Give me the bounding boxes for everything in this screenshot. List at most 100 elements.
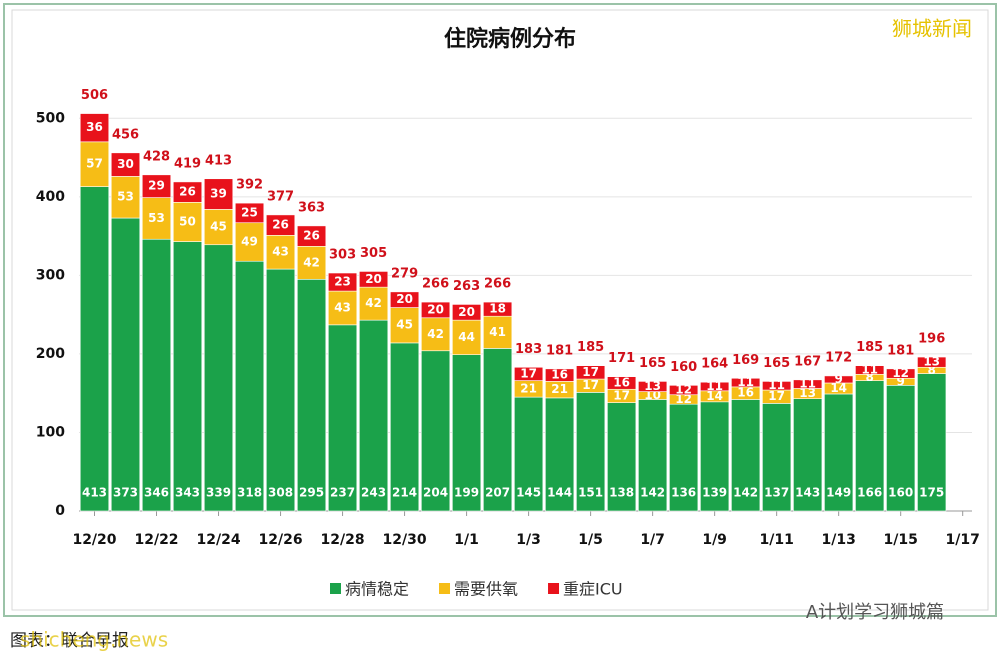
bar-segment (141, 238, 172, 512)
value-label: 207 (485, 486, 510, 500)
value-label: 339 (206, 486, 231, 500)
bar-segment (203, 178, 234, 210)
bar-segment (421, 350, 451, 512)
bar-segment (296, 278, 327, 512)
value-label: 36 (86, 120, 103, 134)
bar-segment (265, 214, 296, 236)
value-label: 18 (489, 302, 506, 316)
value-label: 41 (489, 325, 506, 339)
bar-segment (421, 301, 451, 319)
bar-segment (762, 381, 792, 391)
bar-segment (265, 268, 296, 512)
value-label: 16 (551, 368, 568, 382)
value-label: 142 (640, 486, 665, 500)
bar-segment (359, 271, 389, 288)
value-label: 175 (919, 486, 944, 500)
x-tick-label: 12/20 (72, 532, 116, 548)
legend-swatch (439, 583, 451, 594)
bar-segment (669, 403, 699, 512)
bar-segment (731, 377, 761, 388)
value-label: 12 (675, 383, 692, 397)
bar-segment (141, 174, 172, 198)
bar-segment (483, 301, 513, 317)
value-label: 243 (361, 486, 386, 500)
chart-title: 住院病例分布 (444, 26, 576, 52)
total-label: 428 (143, 149, 170, 164)
value-label: 17 (582, 365, 599, 379)
total-label: 183 (515, 342, 542, 357)
value-label: 20 (396, 292, 413, 306)
bar-segment (793, 379, 823, 389)
bar-segment (514, 366, 544, 381)
bar-segment (359, 286, 389, 321)
x-tick-label: 1/13 (821, 532, 855, 548)
value-label: 13 (644, 379, 661, 393)
value-label: 137 (764, 486, 789, 500)
bar-segment (172, 181, 203, 203)
bar-segment (110, 176, 141, 219)
bar-segment (79, 186, 110, 512)
bar-segment (203, 244, 234, 512)
value-label: 49 (241, 234, 258, 248)
bar-segment (917, 373, 947, 512)
value-label: 413 (82, 486, 107, 500)
value-label: 8 (928, 363, 936, 377)
legend-swatch (548, 583, 560, 594)
bar-segment (172, 241, 203, 512)
total-label: 377 (267, 189, 294, 204)
bar-segment (545, 397, 575, 512)
total-label: 185 (856, 340, 883, 355)
bar-segment (700, 381, 730, 392)
value-label: 145 (516, 486, 541, 500)
value-label: 43 (334, 300, 351, 314)
value-label: 42 (427, 327, 444, 341)
x-tick-label: 12/26 (259, 532, 303, 548)
value-label: 26 (179, 185, 196, 199)
bar-segment (576, 392, 606, 512)
bar-segment (234, 260, 265, 512)
bar-segment (886, 385, 916, 512)
value-label: 21 (520, 381, 537, 395)
y-tick-label: 500 (36, 110, 65, 126)
total-label: 160 (670, 360, 697, 375)
value-label: 144 (547, 486, 572, 500)
bar-segment (576, 365, 606, 380)
value-label: 17 (520, 366, 537, 380)
value-label: 136 (671, 486, 696, 500)
value-label: 26 (272, 218, 289, 232)
value-label: 12 (675, 392, 692, 406)
x-tick-label: 12/24 (196, 532, 240, 548)
bar-segment (483, 348, 513, 512)
total-label: 279 (391, 266, 418, 281)
footer-right: A计划学习狮城篇 (806, 602, 944, 623)
value-label: 43 (272, 245, 289, 259)
legend-label: 重症ICU (563, 580, 623, 599)
bar-segment (265, 235, 296, 270)
total-label: 305 (360, 246, 387, 261)
total-label: 169 (732, 353, 759, 368)
frame (3, 3, 997, 617)
value-label: 57 (86, 157, 103, 171)
value-label: 237 (330, 486, 355, 500)
value-label: 139 (702, 486, 727, 500)
bar-segment (793, 398, 823, 512)
value-label: 25 (241, 205, 258, 219)
value-label: 11 (799, 377, 816, 391)
value-label: 346 (144, 486, 169, 500)
bar-segment (110, 217, 141, 512)
bar-segment (483, 315, 513, 349)
bar-segment (824, 375, 854, 384)
x-tick-label: 1/9 (702, 532, 727, 548)
value-label: 53 (117, 190, 134, 204)
value-label: 39 (210, 187, 227, 201)
total-label: 167 (794, 354, 821, 369)
bar-segment (731, 399, 761, 512)
x-tick-label: 1/1 (454, 532, 479, 548)
total-label: 266 (484, 277, 511, 292)
value-label: 11 (706, 379, 723, 393)
value-label: 343 (175, 486, 200, 500)
value-label: 11 (861, 363, 878, 377)
value-label: 20 (365, 272, 382, 286)
bar-segment (638, 399, 668, 512)
value-label: 14 (830, 381, 847, 395)
